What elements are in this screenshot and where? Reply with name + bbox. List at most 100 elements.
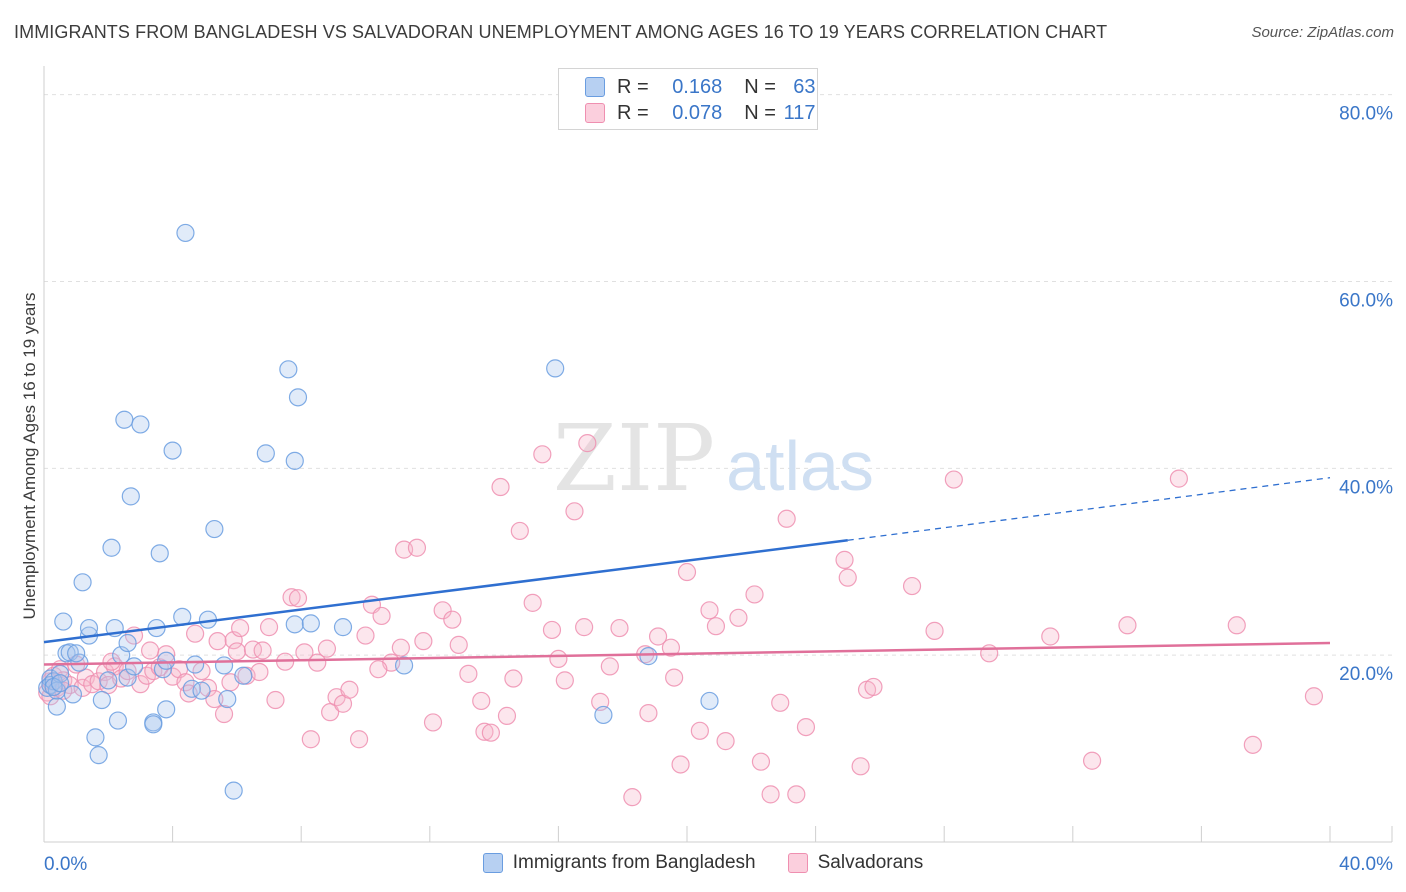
data-point xyxy=(288,388,308,407)
data-point xyxy=(118,668,137,687)
data-point xyxy=(838,568,857,587)
data-point xyxy=(648,627,668,646)
data-point xyxy=(504,669,523,688)
data-point xyxy=(414,632,433,651)
data-point xyxy=(282,588,301,607)
legend-row-salvadorans: R = 0.078 N = 117 xyxy=(585,100,816,126)
data-point xyxy=(575,618,594,637)
y-tick-label: 40.0% xyxy=(1339,477,1393,498)
data-point xyxy=(497,706,517,725)
data-point xyxy=(205,519,224,539)
data-point xyxy=(787,785,806,804)
data-point xyxy=(256,444,275,463)
tick-labels: 20.0% 40.0% 60.0% 80.0% 0.0% 40.0% xyxy=(44,104,1393,875)
data-point xyxy=(1227,616,1246,635)
data-point xyxy=(321,703,340,722)
y-tick-label: 20.0% xyxy=(1339,664,1393,685)
data-point xyxy=(73,678,92,697)
data-point xyxy=(349,730,369,749)
data-point xyxy=(86,728,105,747)
data-point xyxy=(433,601,452,620)
data-point xyxy=(578,434,597,453)
data-point xyxy=(549,649,568,669)
data-point xyxy=(266,690,285,710)
watermark-atlas: atlas xyxy=(726,427,874,505)
legend-label: Immigrants from Bangladesh xyxy=(512,852,756,873)
n-value: 63 xyxy=(793,75,816,98)
data-point xyxy=(234,666,253,685)
data-point xyxy=(205,689,224,709)
data-point xyxy=(308,653,327,672)
data-point xyxy=(301,614,320,633)
legend-item-salvadorans[interactable]: Salvadorans xyxy=(787,852,923,874)
data-point xyxy=(250,662,269,682)
y-axis-label: Unemployment Among Ages 16 to 19 years xyxy=(20,292,39,620)
legend-item-bangladesh[interactable]: Immigrants from Bangladesh xyxy=(482,852,756,874)
data-point xyxy=(565,502,584,521)
data-point xyxy=(510,521,529,541)
data-point xyxy=(777,509,796,528)
data-point xyxy=(333,618,353,637)
data-point xyxy=(1118,616,1137,635)
data-point xyxy=(980,644,999,663)
gridlines xyxy=(44,94,1392,656)
axes xyxy=(43,66,1393,843)
data-point xyxy=(671,755,690,774)
data-point xyxy=(700,691,719,711)
data-point xyxy=(835,550,854,569)
data-point xyxy=(214,656,234,675)
legend-row-bangladesh: R = 0.168 N = 63 xyxy=(585,74,816,100)
data-point xyxy=(124,657,144,676)
data-point xyxy=(150,544,169,563)
data-point xyxy=(92,690,111,710)
data-point xyxy=(67,644,86,663)
data-point xyxy=(144,715,163,734)
data-point xyxy=(706,617,726,636)
data-point xyxy=(79,618,99,638)
data-point xyxy=(176,223,195,243)
data-point xyxy=(639,703,658,723)
data-point xyxy=(89,672,108,691)
data-point xyxy=(214,704,234,724)
data-point xyxy=(796,717,816,737)
data-point xyxy=(864,677,883,697)
data-point xyxy=(1304,687,1324,706)
data-point xyxy=(73,573,92,592)
x-tick-label: 40.0% xyxy=(1339,854,1393,875)
data-point xyxy=(259,618,279,637)
data-point xyxy=(317,639,337,658)
series-legend: Immigrants from Bangladesh Salvadorans xyxy=(0,852,1406,874)
data-point xyxy=(157,700,176,719)
blue-swatch-icon xyxy=(482,853,503,873)
data-point xyxy=(751,752,771,771)
data-point xyxy=(944,470,963,489)
data-point xyxy=(443,610,462,629)
data-point xyxy=(925,621,944,640)
data-point xyxy=(1082,751,1102,770)
data-point xyxy=(851,757,870,776)
data-point xyxy=(472,691,491,711)
data-point xyxy=(131,415,150,434)
data-point xyxy=(600,657,619,676)
data-point xyxy=(394,656,414,675)
data-point xyxy=(356,626,375,645)
data-point xyxy=(340,680,359,699)
data-point xyxy=(729,608,748,627)
n-label: N = xyxy=(744,101,776,124)
watermark: ZIP atlas xyxy=(553,405,874,512)
data-point xyxy=(449,635,468,654)
data-point xyxy=(716,732,735,751)
data-point xyxy=(639,647,658,666)
n-label: N = xyxy=(744,75,776,98)
data-point xyxy=(555,671,574,690)
data-point xyxy=(208,632,227,651)
data-point xyxy=(121,487,140,506)
data-point xyxy=(610,618,629,638)
correlation-legend: R = 0.168 N = 63 R = 0.078 N = 117 xyxy=(558,68,818,130)
data-point xyxy=(186,624,205,643)
r-value: 0.168 xyxy=(672,75,723,98)
data-point xyxy=(102,652,121,671)
data-point xyxy=(253,641,272,660)
pink-swatch-icon xyxy=(787,853,808,873)
data-point xyxy=(163,441,182,460)
